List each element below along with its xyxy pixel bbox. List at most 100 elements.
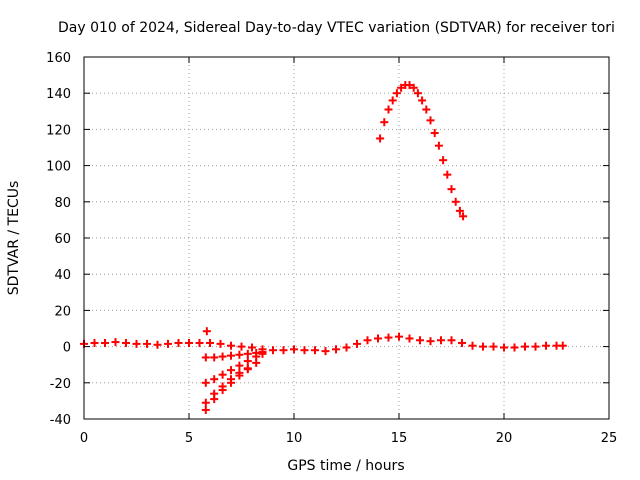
data-point-baseline [542,341,550,350]
data-point-baseline [447,336,456,345]
y-tick-label: 60 [54,232,71,247]
data-point-fan-1 [235,350,244,359]
data-point-arc [380,118,389,127]
data-point-baseline [558,341,567,350]
plot-frame [83,56,610,420]
data-point-fan-2 [210,375,219,384]
data-point-baseline [426,337,435,346]
data-point-baseline [248,343,256,352]
data-point-baseline [552,341,561,350]
data-point-baseline [164,339,172,348]
y-tick-label: -20 [50,377,71,392]
data-point-baseline [468,341,477,350]
y-tick-label: 140 [46,87,71,102]
data-point-baseline [216,339,225,348]
x-tick-label: 5 [185,431,193,446]
data-point-fan-1 [243,349,252,358]
data-point-arc [384,105,393,114]
data-point-baseline [101,338,109,347]
y-axis-label: SDTVAR / TECUs [6,181,22,296]
y-tick-label: -40 [50,413,71,428]
data-point-baseline [510,343,519,352]
data-point-baseline [521,342,529,351]
data-point-baseline [500,343,508,352]
chart-title: Day 010 of 2024, Sidereal Day-to-day VTE… [58,20,615,36]
data-point-baseline [395,332,403,341]
data-point-baseline [174,338,183,347]
data-point-baseline [132,339,141,348]
data-point-baseline [195,338,204,347]
data-point-arc [392,89,401,98]
data-point-arc [455,206,464,215]
data-point-baseline [531,342,540,351]
data-point-baseline [311,346,319,355]
data-point-baseline [332,345,340,354]
y-tick-label: 40 [54,268,71,283]
data-point-arc [388,96,397,105]
data-point-baseline [416,336,424,345]
x-axis-label: GPS time / hours [287,458,404,474]
data-point-baseline [479,342,487,351]
data-point-fan-4 [235,371,244,380]
data-point-arc [434,141,443,150]
y-tick-label: 20 [54,304,71,319]
data-point-baseline [384,333,393,342]
data-point-baseline [122,338,130,347]
x-tick-label: 25 [601,431,618,446]
data-point-baseline [143,339,151,348]
data-point-fan-4 [243,365,252,374]
x-tick-labels: 0 5 10 15 20 25 [80,431,617,446]
data-point-baseline [111,338,120,347]
data-point-baseline [342,343,351,352]
data-point-fan-2 [258,349,267,358]
y-tick-labels: -40 -20 0 20 40 60 80 100 120 140 160 [46,51,71,428]
data-point-fan-4 [218,386,227,395]
data-point-baseline [363,336,372,345]
data-point-baseline [353,339,361,348]
data-point-fan-4 [201,405,210,414]
data-point-arc [413,89,422,98]
data-point-baseline [153,340,162,349]
y-tick-label: 80 [54,196,71,211]
data-point-arc [418,96,427,105]
data-point-fan-2 [227,366,235,375]
x-tick-label: 0 [80,431,88,446]
y-tick-label: 100 [46,160,71,175]
data-points [80,81,567,414]
data-point-baseline [321,347,330,356]
x-tick-label: 10 [286,431,303,446]
data-point-baseline [405,334,414,343]
data-point-fan-4 [210,395,219,404]
data-point-baseline [206,338,214,347]
data-point-baseline [90,338,99,347]
data-point-baseline [237,342,246,351]
data-point-arc [376,134,385,143]
data-point-arc [439,156,448,165]
data-point-arc [409,83,418,92]
y-tick-label: 160 [46,51,71,66]
data-point-baseline [489,342,498,351]
data-point-arc [397,83,406,92]
data-point-arc [451,197,460,206]
data-point-baseline [227,341,235,350]
data-point-arc [426,116,435,125]
data-point-fan-2 [252,352,261,361]
data-point-fan-2 [235,361,244,370]
data-point-fan-2 [218,370,227,379]
data-point-fan-4 [227,378,235,387]
data-point-fan-1 [201,353,210,362]
y-tick-label: 120 [46,123,71,138]
data-point-baseline [290,345,298,354]
data-point-arc [447,185,456,194]
data-point-arc [459,212,468,221]
data-point-baseline [269,346,277,355]
data-point-fan-1 [210,353,219,362]
grid-lines [84,57,609,419]
data-point-fan-2 [243,357,252,366]
data-point-baseline [437,336,445,345]
y-tick-label: 0 [63,341,71,356]
data-point-baseline [300,346,309,355]
data-point-fan-2 [201,378,210,387]
data-point-baseline [185,338,193,347]
